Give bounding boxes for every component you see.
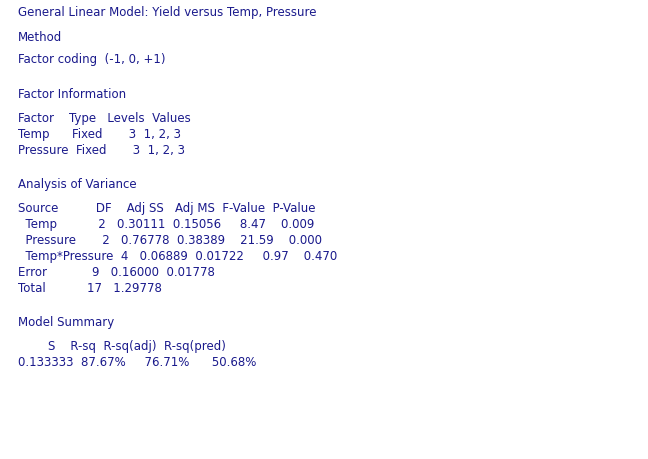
- Text: Total           17   1.29778: Total 17 1.29778: [18, 282, 162, 295]
- Text: Pressure  Fixed       3  1, 2, 3: Pressure Fixed 3 1, 2, 3: [18, 144, 185, 157]
- Text: Factor Information: Factor Information: [18, 88, 126, 101]
- Text: Model Summary: Model Summary: [18, 316, 114, 329]
- Text: Error            9   0.16000  0.01778: Error 9 0.16000 0.01778: [18, 266, 215, 279]
- Text: Source          DF    Adj SS   Adj MS  F-Value  P-Value: Source DF Adj SS Adj MS F-Value P-Value: [18, 202, 316, 215]
- Text: Temp*Pressure  4   0.06889  0.01722     0.97    0.470: Temp*Pressure 4 0.06889 0.01722 0.97 0.4…: [18, 250, 337, 263]
- Text: General Linear Model: Yield versus Temp, Pressure: General Linear Model: Yield versus Temp,…: [18, 6, 316, 19]
- Text: Pressure       2   0.76778  0.38389    21.59    0.000: Pressure 2 0.76778 0.38389 21.59 0.000: [18, 234, 322, 247]
- Text: Temp           2   0.30111  0.15056     8.47    0.009: Temp 2 0.30111 0.15056 8.47 0.009: [18, 218, 314, 231]
- Text: Method: Method: [18, 31, 62, 44]
- Text: S    R-sq  R-sq(adj)  R-sq(pred): S R-sq R-sq(adj) R-sq(pred): [18, 340, 226, 353]
- Text: Temp      Fixed       3  1, 2, 3: Temp Fixed 3 1, 2, 3: [18, 128, 181, 141]
- Text: 0.133333  87.67%     76.71%      50.68%: 0.133333 87.67% 76.71% 50.68%: [18, 356, 257, 369]
- Text: Analysis of Variance: Analysis of Variance: [18, 178, 137, 191]
- Text: Factor coding  (-1, 0, +1): Factor coding (-1, 0, +1): [18, 53, 165, 66]
- Text: Factor    Type   Levels  Values: Factor Type Levels Values: [18, 112, 191, 125]
